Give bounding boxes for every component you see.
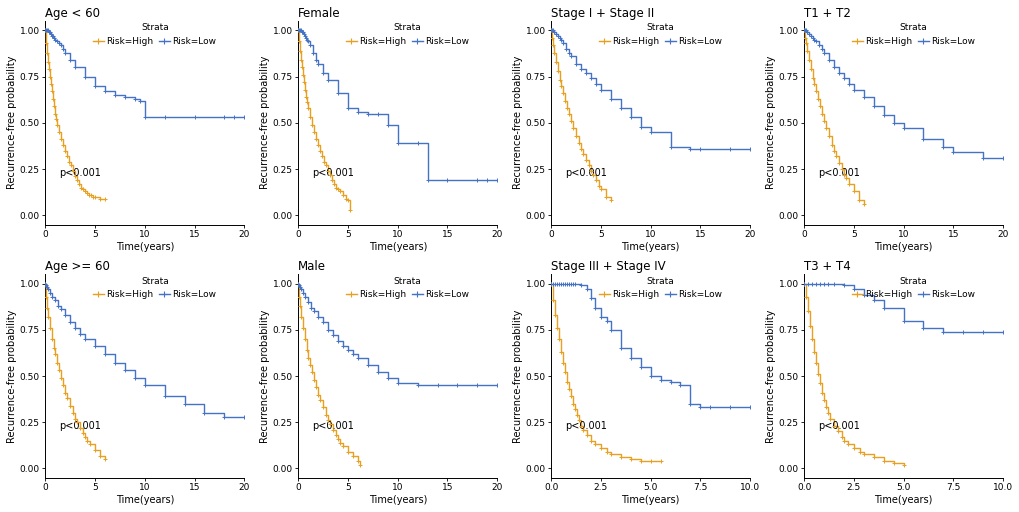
X-axis label: Time(years): Time(years) bbox=[368, 495, 427, 505]
X-axis label: Time(years): Time(years) bbox=[621, 495, 680, 505]
Legend: Risk=High, Risk=Low: Risk=High, Risk=Low bbox=[91, 22, 218, 48]
Text: Stage III + Stage IV: Stage III + Stage IV bbox=[550, 260, 665, 273]
Y-axis label: Recurrence-free probability: Recurrence-free probability bbox=[513, 309, 523, 443]
X-axis label: Time(years): Time(years) bbox=[115, 495, 174, 505]
Legend: Risk=High, Risk=Low: Risk=High, Risk=Low bbox=[596, 275, 723, 301]
Legend: Risk=High, Risk=Low: Risk=High, Risk=Low bbox=[91, 275, 218, 301]
X-axis label: Time(years): Time(years) bbox=[368, 242, 427, 252]
Text: T1 + T2: T1 + T2 bbox=[803, 7, 850, 20]
Text: Age >= 60: Age >= 60 bbox=[46, 260, 110, 273]
Text: T3 + T4: T3 + T4 bbox=[803, 260, 850, 273]
Y-axis label: Recurrence-free probability: Recurrence-free probability bbox=[260, 56, 270, 189]
Legend: Risk=High, Risk=Low: Risk=High, Risk=Low bbox=[849, 22, 976, 48]
Y-axis label: Recurrence-free probability: Recurrence-free probability bbox=[765, 309, 774, 443]
Y-axis label: Recurrence-free probability: Recurrence-free probability bbox=[7, 56, 17, 189]
Y-axis label: Recurrence-free probability: Recurrence-free probability bbox=[260, 309, 270, 443]
Legend: Risk=High, Risk=Low: Risk=High, Risk=Low bbox=[343, 275, 471, 301]
X-axis label: Time(years): Time(years) bbox=[873, 495, 931, 505]
Y-axis label: Recurrence-free probability: Recurrence-free probability bbox=[513, 56, 523, 189]
Text: p<0.001: p<0.001 bbox=[565, 167, 606, 178]
Text: p<0.001: p<0.001 bbox=[565, 421, 606, 431]
Text: Age < 60: Age < 60 bbox=[46, 7, 100, 20]
Text: p<0.001: p<0.001 bbox=[817, 421, 859, 431]
Text: p<0.001: p<0.001 bbox=[59, 167, 101, 178]
Text: p<0.001: p<0.001 bbox=[817, 167, 859, 178]
X-axis label: Time(years): Time(years) bbox=[115, 242, 174, 252]
Text: p<0.001: p<0.001 bbox=[59, 421, 101, 431]
X-axis label: Time(years): Time(years) bbox=[621, 242, 680, 252]
Text: Stage I + Stage II: Stage I + Stage II bbox=[550, 7, 654, 20]
X-axis label: Time(years): Time(years) bbox=[873, 242, 931, 252]
Legend: Risk=High, Risk=Low: Risk=High, Risk=Low bbox=[849, 275, 976, 301]
Text: Female: Female bbox=[298, 7, 340, 20]
Legend: Risk=High, Risk=Low: Risk=High, Risk=Low bbox=[596, 22, 723, 48]
Legend: Risk=High, Risk=Low: Risk=High, Risk=Low bbox=[343, 22, 471, 48]
Text: Male: Male bbox=[298, 260, 326, 273]
Text: p<0.001: p<0.001 bbox=[312, 167, 354, 178]
Y-axis label: Recurrence-free probability: Recurrence-free probability bbox=[765, 56, 774, 189]
Y-axis label: Recurrence-free probability: Recurrence-free probability bbox=[7, 309, 17, 443]
Text: p<0.001: p<0.001 bbox=[312, 421, 354, 431]
